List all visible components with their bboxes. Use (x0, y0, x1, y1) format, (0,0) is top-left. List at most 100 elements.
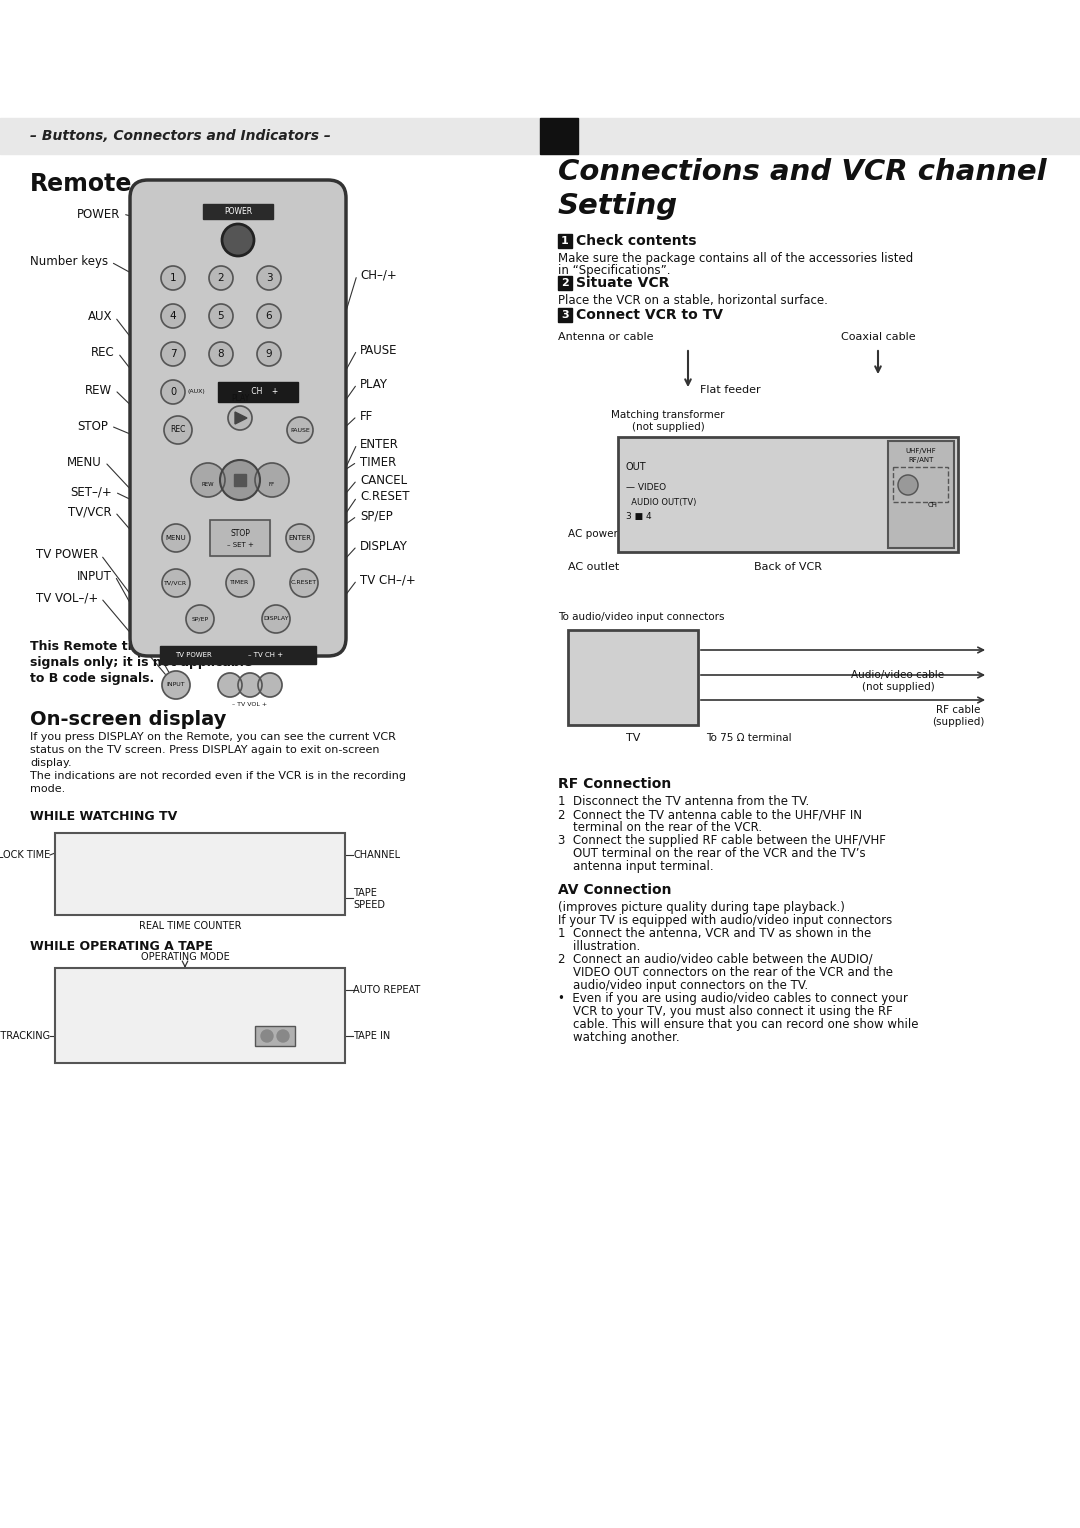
Circle shape (261, 1030, 273, 1042)
Text: If you press DISPLAY on the Remote, you can see the current VCR: If you press DISPLAY on the Remote, you … (30, 732, 396, 743)
Text: CH 125: CH 125 (225, 986, 266, 995)
Text: REC: REC (91, 347, 114, 359)
Text: CH 125: CH 125 (225, 850, 266, 860)
Text: 2  Connect the TV antenna cable to the UHF/VHF IN: 2 Connect the TV antenna cable to the UH… (558, 808, 862, 821)
Text: AUTO TR.: AUTO TR. (65, 1031, 113, 1041)
Text: 3  Connect the supplied RF cable between the UHF/VHF: 3 Connect the supplied RF cable between … (558, 834, 886, 847)
Circle shape (161, 304, 185, 329)
Text: PAUSE: PAUSE (291, 428, 310, 432)
Text: REAL TIME COUNTER: REAL TIME COUNTER (138, 921, 241, 931)
Bar (210, 520, 270, 556)
Text: RF Connection: RF Connection (558, 778, 672, 792)
Text: Place the VCR on a stable, horizontal surface.: Place the VCR on a stable, horizontal su… (558, 293, 828, 307)
Text: 3: 3 (266, 274, 272, 283)
Text: REC: REC (171, 425, 186, 434)
Text: This Remote transmit A code: This Remote transmit A code (30, 640, 233, 652)
Text: TIMER: TIMER (360, 455, 396, 469)
Text: DAY AND CLOCK TIME: DAY AND CLOCK TIME (0, 850, 50, 860)
Bar (888, 442, 954, 549)
Circle shape (238, 672, 262, 697)
Text: (not supplied): (not supplied) (632, 422, 704, 432)
Circle shape (162, 671, 190, 698)
Text: C.RESET: C.RESET (360, 490, 409, 504)
Text: 8: 8 (218, 348, 225, 359)
Text: FF: FF (269, 483, 275, 487)
FancyBboxPatch shape (130, 180, 346, 656)
Text: SPEED: SPEED (353, 900, 384, 911)
Text: STOP: STOP (77, 420, 108, 432)
Circle shape (228, 406, 252, 429)
Bar (218, 382, 298, 402)
Text: (supplied): (supplied) (932, 717, 984, 727)
Text: Back of VCR: Back of VCR (754, 562, 822, 571)
Text: Audio/video cable: Audio/video cable (851, 669, 945, 680)
Bar (0, 118, 1080, 154)
Bar (160, 646, 316, 665)
Text: UHF/VHF: UHF/VHF (906, 448, 936, 454)
Text: Antenna or cable: Antenna or cable (558, 332, 653, 342)
Circle shape (210, 266, 233, 290)
Bar (203, 205, 273, 219)
Text: Situate VCR: Situate VCR (576, 277, 670, 290)
Circle shape (257, 266, 281, 290)
Text: WHILE WATCHING TV: WHILE WATCHING TV (30, 810, 177, 824)
Bar (210, 520, 270, 556)
Bar (55, 833, 345, 915)
Text: SP/EP: SP/EP (360, 509, 393, 523)
Text: – TV CH +: – TV CH + (248, 652, 284, 659)
Text: Coaxial cable: Coaxial cable (840, 332, 916, 342)
Text: 00 : 00 : 00  SP: 00 : 00 : 00 SP (148, 892, 232, 903)
Text: DISPLAY: DISPLAY (264, 616, 288, 622)
Text: CHANNEL: CHANNEL (353, 850, 400, 860)
Text: 1: 1 (562, 235, 569, 246)
Text: AUDIO OUT(TV): AUDIO OUT(TV) (626, 498, 697, 506)
Bar (558, 234, 572, 248)
Text: TAPE: TAPE (353, 888, 377, 898)
Text: CH–/+: CH–/+ (360, 269, 396, 281)
Text: Number keys: Number keys (30, 255, 108, 269)
Text: Remote: Remote (30, 173, 133, 196)
Text: INPUT: INPUT (77, 570, 112, 582)
Text: Connect VCR to TV: Connect VCR to TV (576, 309, 723, 322)
Text: TIMER: TIMER (230, 581, 249, 585)
Circle shape (220, 460, 260, 500)
Circle shape (162, 524, 190, 552)
Text: 1  Connect the antenna, VCR and TV as shown in the: 1 Connect the antenna, VCR and TV as sho… (558, 927, 872, 940)
Bar (234, 474, 246, 486)
Text: MENU: MENU (67, 455, 102, 469)
Text: AV Connection: AV Connection (558, 883, 672, 897)
Circle shape (258, 672, 282, 697)
Text: 00 : 00 : 00  SP: 00 : 00 : 00 SP (165, 1031, 244, 1041)
Text: INPUT: INPUT (166, 683, 186, 688)
Circle shape (257, 304, 281, 329)
Text: ENTER: ENTER (288, 535, 311, 541)
Circle shape (210, 342, 233, 367)
Text: 5: 5 (218, 312, 225, 321)
Text: Setting: Setting (558, 193, 678, 220)
Text: 3: 3 (562, 310, 569, 319)
Bar (255, 1025, 295, 1047)
Text: To audio/video input connectors: To audio/video input connectors (558, 613, 725, 622)
Text: AUTO REPEAT: AUTO REPEAT (353, 986, 420, 995)
Text: Check contents: Check contents (576, 234, 697, 248)
Text: •  Even if you are using audio/video cables to connect your: • Even if you are using audio/video cabl… (558, 992, 908, 1005)
Circle shape (162, 568, 190, 597)
Text: 6: 6 (266, 312, 272, 321)
Text: 1  Disconnect the TV antenna from the TV.: 1 Disconnect the TV antenna from the TV. (558, 795, 809, 808)
Circle shape (286, 524, 314, 552)
Text: (improves picture quality during tape playback.): (improves picture quality during tape pl… (558, 902, 845, 914)
Text: Connections and VCR channel: Connections and VCR channel (558, 157, 1047, 186)
Text: TV/VCR: TV/VCR (68, 506, 112, 518)
Bar (893, 468, 948, 503)
Bar (558, 277, 572, 290)
Text: (not supplied): (not supplied) (862, 681, 934, 692)
Text: 3 ■ 4: 3 ■ 4 (626, 512, 651, 521)
Text: AC power cord: AC power cord (568, 529, 644, 539)
Text: CH: CH (928, 503, 939, 507)
Text: 2  Connect an audio/video cable between the AUDIO/: 2 Connect an audio/video cable between t… (558, 953, 873, 966)
Circle shape (191, 463, 225, 497)
Text: –    CH    +: – CH + (238, 388, 279, 396)
Text: OUT terminal on the rear of the VCR and the TV’s: OUT terminal on the rear of the VCR and … (558, 847, 866, 860)
Text: 4: 4 (170, 312, 176, 321)
Text: mode.: mode. (30, 784, 65, 795)
